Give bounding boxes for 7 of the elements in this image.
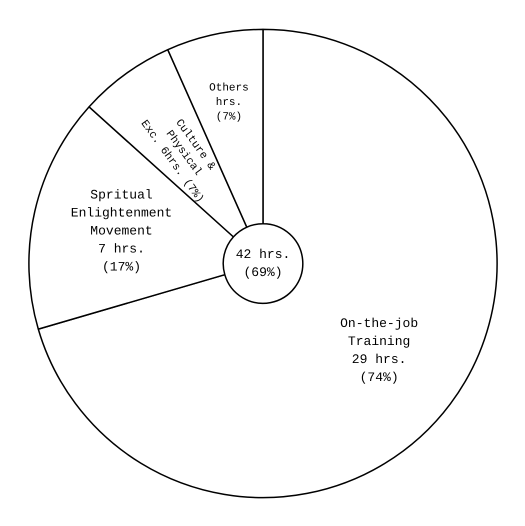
text: 42 hrs. (69%) [236, 247, 290, 280]
slice-label: On-the-job Training [340, 316, 418, 350]
data-label: hrs. (7%) [216, 96, 242, 124]
slice-label: Others [209, 82, 249, 95]
data-label: 7 hrs. (17%) [98, 242, 145, 275]
data-label: 29 hrs. (74%) [352, 352, 406, 386]
slice-label: Spritual Enlightenment Movement [70, 188, 172, 239]
